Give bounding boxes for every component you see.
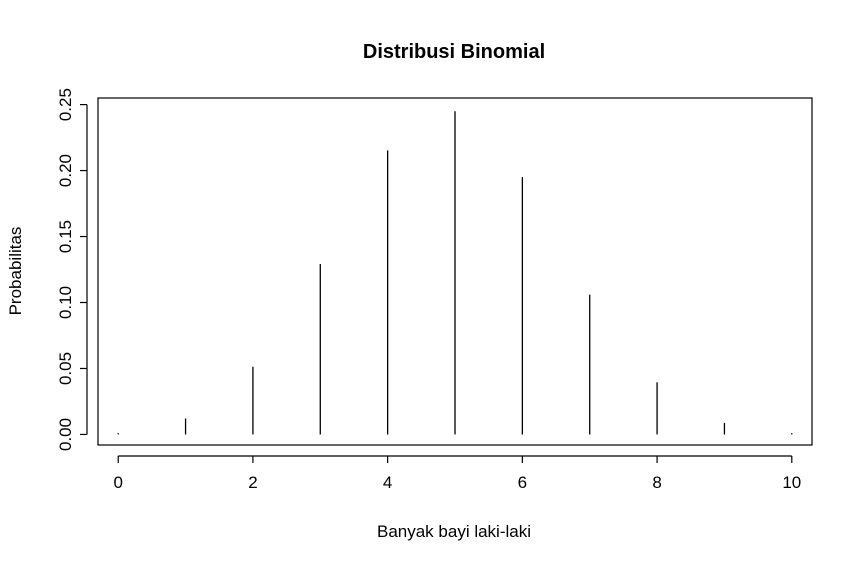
y-axis-label: Probabilitas [6, 227, 25, 316]
x-tick-label: 2 [248, 473, 257, 492]
x-tick-label: 10 [782, 473, 801, 492]
y-tick-label: 0.10 [56, 286, 75, 319]
y-tick-label: 0.00 [56, 418, 75, 451]
y-axis: 0.00 0.05 0.10 0.15 0.20 0.25 [56, 88, 88, 451]
y-tick-label: 0.25 [56, 88, 75, 121]
chart-title: Distribusi Binomial [363, 41, 545, 63]
x-axis-label: Banyak bayi laki-laki [377, 522, 531, 541]
x-tick-label: 8 [652, 473, 661, 492]
plot-frame [97, 97, 813, 446]
x-tick-label: 6 [518, 473, 527, 492]
y-tick-label: 0.20 [56, 154, 75, 187]
x-axis: 0 2 4 6 8 10 [113, 455, 801, 492]
x-tick-label: 4 [383, 473, 392, 492]
y-tick-label: 0.15 [56, 220, 75, 253]
probability-lines [117, 111, 793, 435]
y-tick-label: 0.05 [56, 352, 75, 385]
x-tick-label: 0 [113, 473, 122, 492]
